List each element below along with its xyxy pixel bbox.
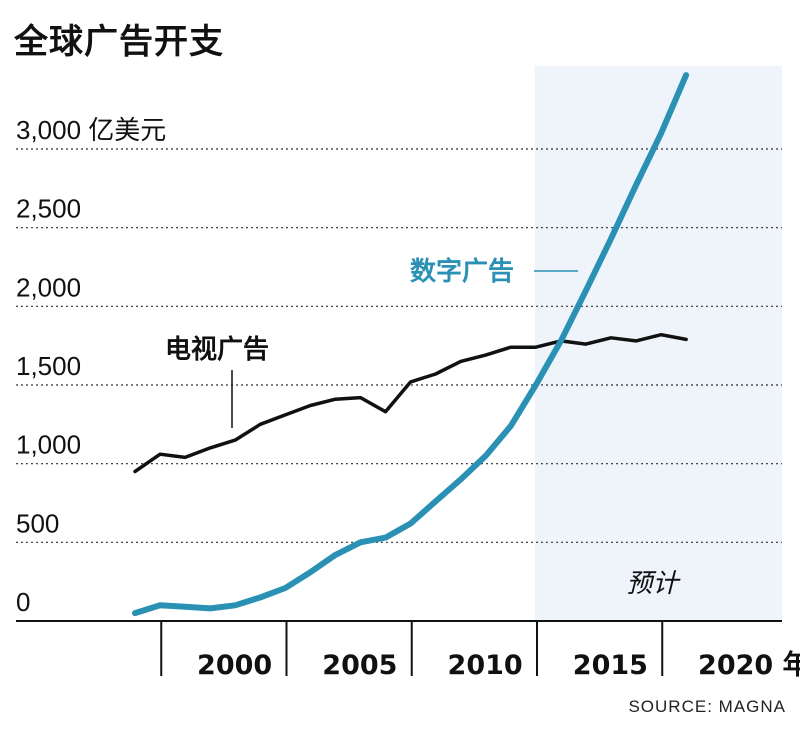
data-point (234, 604, 237, 607)
data-point (409, 522, 412, 525)
series-label-tv: 电视广告 (165, 335, 269, 365)
data-point (384, 536, 387, 539)
y-tick-label: 0 (16, 587, 30, 617)
data-point (309, 571, 312, 574)
y-tick-label: 2,000 (16, 272, 81, 302)
data-point (484, 454, 487, 457)
data-point (584, 289, 587, 292)
x-tick-label: 2005 (322, 650, 397, 681)
y-tick-label: 1,000 (16, 430, 81, 460)
data-point (334, 398, 337, 401)
data-point (434, 500, 437, 503)
x-tick-label: 2000 (197, 650, 272, 681)
data-point (209, 446, 212, 449)
data-point (534, 346, 537, 349)
data-point (309, 404, 312, 407)
y-tick-label: 3,000 亿美元 (16, 115, 166, 145)
data-point (459, 360, 462, 363)
data-point (134, 470, 136, 473)
data-point (685, 338, 688, 341)
data-point (134, 612, 136, 615)
data-point (609, 237, 612, 240)
data-point (434, 372, 437, 375)
data-point (259, 596, 262, 599)
y-tick-label: 2,500 (16, 194, 81, 224)
x-tick-label: 2015 (573, 650, 648, 681)
data-point (359, 541, 362, 544)
data-point (509, 346, 512, 349)
data-point (259, 423, 262, 426)
forecast-label: 预计 (626, 569, 681, 599)
chart-title: 全球广告开支 (14, 22, 224, 62)
data-point (584, 343, 587, 346)
data-point (334, 553, 337, 556)
source-note: SOURCE: MAGNA (628, 697, 786, 716)
data-point (635, 339, 637, 342)
data-point (184, 605, 187, 608)
data-point (559, 339, 562, 342)
data-point (409, 380, 412, 383)
data-point (660, 132, 663, 135)
data-point (509, 424, 512, 427)
data-point (284, 413, 287, 416)
data-point (484, 354, 487, 357)
data-point (234, 439, 237, 442)
series-label-digital: 数字广告 (410, 256, 514, 287)
data-point (660, 333, 663, 336)
data-point (384, 410, 387, 413)
data-point (609, 336, 612, 339)
data-point (534, 384, 537, 386)
data-point (159, 453, 162, 456)
data-point (284, 586, 287, 589)
data-point (184, 456, 187, 459)
data-point (635, 184, 637, 187)
data-point (209, 607, 212, 610)
y-tick-label: 1,500 (16, 351, 81, 381)
data-point (359, 396, 362, 399)
data-point (159, 604, 162, 607)
data-point (685, 74, 688, 77)
x-tick-label: 2010 (448, 650, 523, 681)
y-tick-label: 500 (16, 508, 59, 538)
data-point (459, 478, 462, 481)
x-tick-label: 2020 年 (698, 649, 800, 681)
